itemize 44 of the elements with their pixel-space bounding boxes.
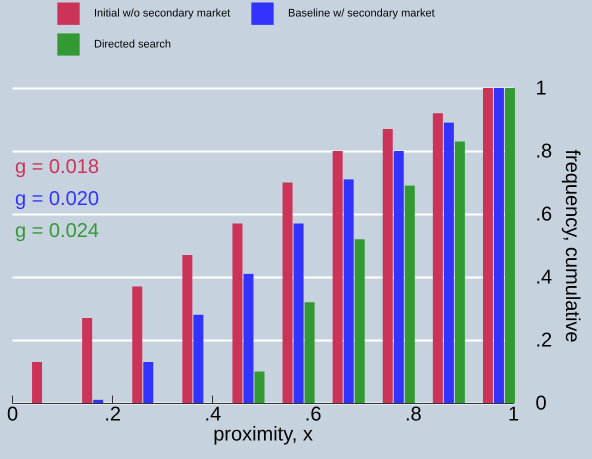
bar [182,254,192,403]
y-tick-label: 1 [536,78,547,100]
bar [444,122,454,403]
x-tick-label: .4 [204,404,222,426]
bar [404,186,415,403]
x-tick-label: .6 [304,404,322,426]
bar [354,239,365,403]
bar [93,400,104,403]
annotation: g = 0.018 [15,156,99,178]
bar [454,142,465,403]
bar [382,128,393,403]
x-tick-label: .8 [404,404,422,426]
bar [304,302,315,403]
bar [254,372,264,403]
bar [82,318,92,403]
bar [482,88,493,403]
bar [193,314,204,403]
bar [494,88,504,403]
bar [282,182,293,403]
x-tick-label: 1 [508,404,520,426]
x-axis-title: proximity, x [213,424,313,446]
bar [243,274,254,403]
y-axis-title: frequency, cumulative [561,149,584,343]
bar [344,179,354,403]
y-tick-label: .4 [536,266,552,288]
bar [294,223,304,403]
bar [232,223,242,403]
annotation: g = 0.020 [15,188,99,210]
bar [432,113,443,403]
bar [143,362,154,403]
annotation: g = 0.024 [15,220,99,242]
bar [504,88,515,403]
legend-label: Baseline w/ secondary market [288,8,435,20]
bar [132,286,142,403]
x-tick-label: .2 [104,404,122,426]
x-tick-label: 0 [6,404,18,426]
y-tick-label: .8 [536,140,552,162]
bar [394,151,404,403]
legend-label: Directed search [94,38,172,50]
bar [332,151,343,403]
legend-label: Initial w/o secondary market [94,8,230,20]
bar [32,362,42,403]
y-tick-label: .6 [536,204,552,226]
y-tick-label: .2 [536,330,552,352]
